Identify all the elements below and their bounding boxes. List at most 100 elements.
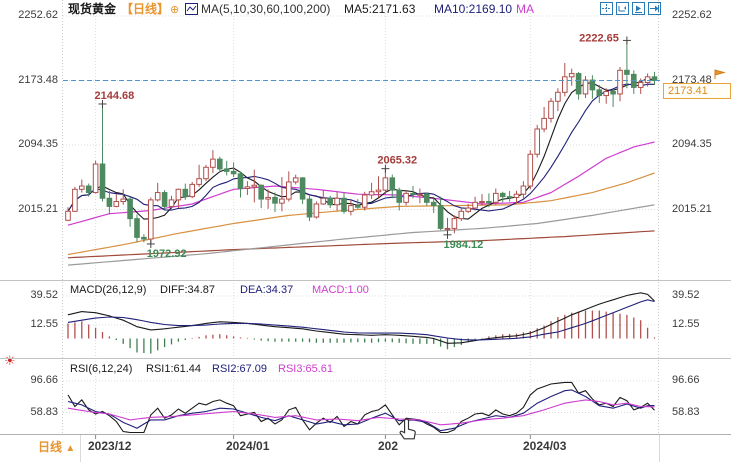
candle bbox=[141, 236, 147, 240]
period-up-arrow-icon: ▲ bbox=[65, 443, 76, 454]
ma-settings-label: MA(5,10,30,60,100,200) bbox=[201, 2, 331, 16]
play-forward-icon[interactable] bbox=[632, 2, 645, 15]
price-tick-right-3: 2094.35 bbox=[672, 138, 712, 150]
indicator-window-icon[interactable] bbox=[616, 2, 629, 15]
date-tick-3: 202 bbox=[378, 439, 399, 453]
candle bbox=[651, 76, 658, 82]
sun-icon[interactable]: ☀ bbox=[4, 353, 16, 368]
candle bbox=[120, 198, 127, 203]
chart-type-icon[interactable] bbox=[185, 3, 198, 16]
annotations: 2144.68 1972.92 2065.32 1984.12 2222.65 bbox=[95, 32, 631, 260]
candle bbox=[534, 128, 541, 155]
candle bbox=[403, 192, 409, 203]
candle bbox=[493, 192, 499, 203]
price-tick-right-1: 2252.62 bbox=[672, 9, 712, 21]
candle bbox=[479, 201, 485, 204]
candle bbox=[610, 90, 616, 95]
candle bbox=[258, 184, 264, 200]
svg-text:2144.68: 2144.68 bbox=[95, 90, 135, 102]
candle bbox=[424, 193, 430, 203]
rsi-tick-left-1: 96.66 bbox=[30, 374, 58, 386]
candle bbox=[396, 189, 402, 203]
candle bbox=[520, 185, 527, 195]
ma-extra-value: MA bbox=[516, 2, 534, 16]
candle bbox=[355, 205, 361, 208]
bottombar-separator-right bbox=[659, 435, 660, 462]
macd-params-label: MACD(26,12,9) bbox=[70, 284, 147, 296]
candle bbox=[486, 201, 492, 204]
period-button[interactable]: 日线 ▲ bbox=[38, 441, 75, 455]
candle bbox=[313, 203, 320, 218]
candle bbox=[203, 166, 209, 180]
candle bbox=[465, 207, 471, 212]
candle bbox=[196, 178, 202, 185]
candle bbox=[582, 79, 589, 95]
add-overlay-icon[interactable]: ⊕ bbox=[170, 4, 180, 16]
candle bbox=[265, 196, 271, 200]
panel-separator-macd bbox=[0, 280, 731, 281]
candle bbox=[286, 181, 292, 200]
candle bbox=[189, 183, 195, 198]
candle bbox=[617, 69, 623, 95]
candle bbox=[444, 227, 451, 230]
candle bbox=[113, 201, 120, 207]
rsi-panel bbox=[67, 381, 655, 434]
ma10-value: MA10:2169.10 bbox=[434, 2, 513, 16]
forward-end-icon[interactable] bbox=[648, 2, 661, 15]
candle bbox=[134, 218, 140, 238]
date-tick-1: 2023/12 bbox=[88, 439, 132, 453]
candle bbox=[299, 177, 306, 200]
candle bbox=[154, 192, 161, 201]
candle bbox=[368, 191, 375, 196]
candle bbox=[182, 188, 189, 198]
candle bbox=[148, 199, 154, 240]
candle bbox=[472, 201, 478, 209]
candle bbox=[410, 192, 416, 195]
rsi1-value: RSI1:61.44 bbox=[146, 363, 202, 375]
candle bbox=[161, 192, 168, 207]
candle bbox=[251, 184, 258, 188]
candle bbox=[320, 197, 327, 205]
axis-separator bbox=[0, 434, 731, 435]
candle bbox=[292, 177, 299, 183]
rsi-params-label: RSI(6,12,24) bbox=[70, 363, 133, 375]
price-tick-left-4: 2015.21 bbox=[18, 203, 58, 215]
candle bbox=[562, 76, 568, 93]
candle bbox=[603, 90, 610, 97]
date-tick-4: 2024/03 bbox=[523, 439, 567, 453]
macd-tick-left-2: 12.55 bbox=[30, 318, 58, 330]
candle bbox=[417, 193, 423, 196]
candle bbox=[589, 79, 596, 91]
candle bbox=[596, 89, 603, 97]
rsi-tick-right-1: 96.66 bbox=[672, 374, 700, 386]
candle bbox=[168, 199, 175, 207]
current-price-tag: 2173.41 bbox=[663, 83, 731, 99]
candle bbox=[72, 188, 78, 212]
svg-text:1972.92: 1972.92 bbox=[147, 248, 187, 260]
candle bbox=[506, 196, 513, 199]
candle bbox=[437, 205, 444, 229]
macd-dea-value: DEA:34.37 bbox=[240, 284, 294, 296]
price-tick-left-3: 2094.35 bbox=[18, 138, 58, 150]
candle bbox=[568, 73, 575, 78]
macd-diff-value: DIFF:34.87 bbox=[160, 284, 216, 296]
candle bbox=[631, 73, 637, 88]
candle bbox=[513, 193, 520, 198]
mouse-cursor bbox=[398, 418, 422, 448]
candle bbox=[527, 153, 534, 187]
candle bbox=[637, 82, 644, 88]
svg-text:2065.32: 2065.32 bbox=[377, 155, 417, 167]
candle bbox=[92, 163, 99, 194]
candle bbox=[327, 197, 333, 206]
macd-tick-left-1: 39.52 bbox=[30, 289, 58, 301]
candle bbox=[99, 163, 106, 199]
ma-lines bbox=[67, 77, 655, 266]
candle bbox=[555, 91, 561, 102]
svg-text:1984.12: 1984.12 bbox=[444, 239, 484, 251]
candle bbox=[541, 117, 547, 130]
candle bbox=[65, 210, 71, 221]
candle bbox=[334, 197, 340, 206]
crosshair-icon[interactable] bbox=[600, 2, 613, 15]
